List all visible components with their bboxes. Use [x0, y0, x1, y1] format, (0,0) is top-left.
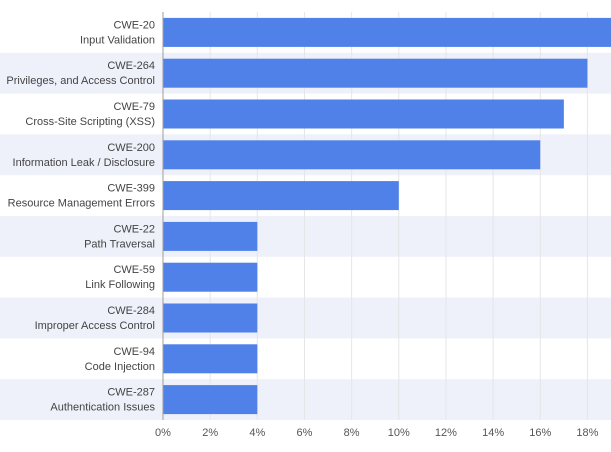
category-name-label: Authentication Issues [50, 402, 155, 414]
bar-cwe-20 [163, 17, 611, 47]
row-band [0, 297, 611, 339]
category-id-label: CWE-284 [107, 305, 155, 317]
category-id-label: CWE-94 [113, 346, 155, 358]
bars [163, 17, 611, 415]
bar-cwe-200 [163, 140, 541, 170]
bar-cwe-287 [163, 385, 258, 415]
x-tick-label: 6% [297, 427, 313, 439]
category-name-label: Improper Access Control [35, 320, 155, 332]
category-id-label: CWE-22 [113, 223, 155, 235]
x-tick-label: 8% [344, 427, 360, 439]
x-tick-label: 2% [202, 427, 218, 439]
x-axis-ticks: 0% 2% 4% 6% 8% 10% 12% 14% 16% 18% [155, 427, 599, 439]
bar-cwe-94 [163, 344, 258, 374]
x-tick-label: 16% [529, 427, 551, 439]
category-id-label: CWE-59 [113, 264, 155, 276]
bar-cwe-399 [163, 181, 399, 211]
category-name-label: Code Injection [85, 361, 155, 373]
x-tick-label: 0% [155, 427, 171, 439]
category-id-label: CWE-399 [107, 183, 155, 195]
x-tick-label: 14% [482, 427, 504, 439]
category-id-label: CWE-200 [107, 142, 155, 154]
category-name-label: Path Traversal [84, 238, 155, 250]
bar-cwe-79 [163, 99, 564, 129]
bar-cwe-59 [163, 262, 258, 292]
category-name-label: Resource Management Errors [8, 198, 156, 210]
category-name-label: Cross-Site Scripting (XSS) [25, 116, 155, 128]
category-name-label: Information Leak / Disclosure [13, 157, 155, 169]
category-id-label: CWE-287 [107, 387, 155, 399]
x-tick-label: 4% [249, 427, 265, 439]
category-name-label: Privileges, and Access Control [6, 75, 155, 87]
row-band [0, 216, 611, 257]
category-id-label: CWE-20 [113, 19, 155, 31]
category-name-label: Link Following [85, 279, 155, 291]
category-id-label: CWE-264 [107, 60, 155, 72]
x-tick-label: 12% [435, 427, 457, 439]
x-tick-label: 18% [576, 427, 598, 439]
row-band [0, 379, 611, 420]
x-tick-label: 10% [388, 427, 410, 439]
category-id-label: CWE-79 [113, 101, 155, 113]
bar-cwe-264 [163, 58, 588, 88]
bar-cwe-284 [163, 303, 258, 333]
category-name-label: Input Validation [80, 34, 155, 46]
bar-cwe-22 [163, 221, 258, 251]
category-labels: CWE-20 Input Validation CWE-264 Privileges,… [6, 19, 155, 413]
